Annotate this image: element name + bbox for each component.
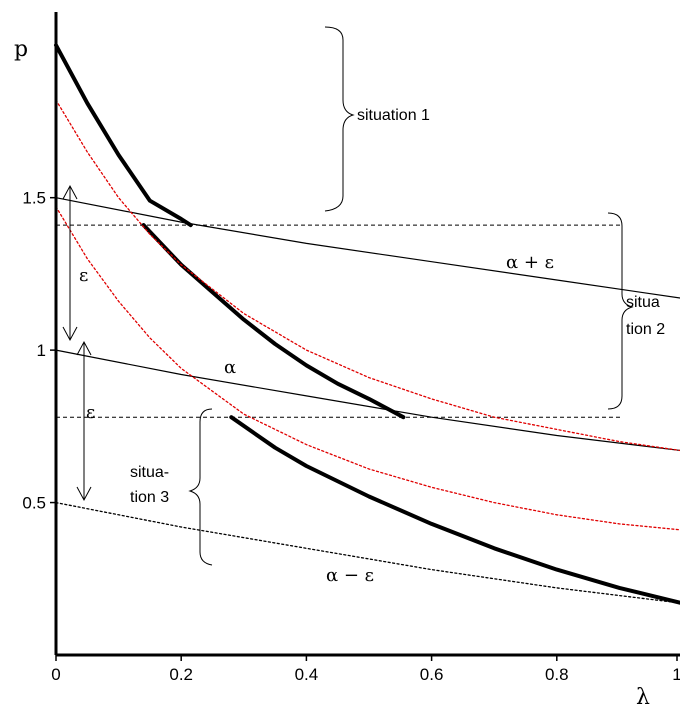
axes bbox=[54, 12, 680, 657]
plot-area bbox=[54, 43, 680, 605]
ticks: 0 0.2 0.4 0.6 0.8 1 0.5 1 1.5 bbox=[22, 189, 680, 684]
label-situation2-line1: situa bbox=[626, 294, 660, 311]
series-red_lower bbox=[55, 206, 680, 531]
eps-lower-arrowhead-top bbox=[76, 340, 92, 356]
label-situation3-line2: tion 3 bbox=[130, 489, 169, 506]
series-alpha bbox=[55, 349, 680, 452]
situation2-brace bbox=[607, 212, 634, 410]
label-situation3-line1: situa- bbox=[130, 464, 169, 481]
series-thick_lower bbox=[229, 415, 680, 605]
series-alpha_plus_eps bbox=[55, 197, 680, 299]
x-axis-title: λ bbox=[636, 685, 650, 709]
x-tick-label: 0 bbox=[51, 665, 60, 684]
epsilon-arrows bbox=[62, 184, 92, 502]
y-tick-label: 1 bbox=[37, 341, 46, 360]
annotations: α + ε α α − ε ε ε situation 1 situa tion… bbox=[79, 107, 665, 586]
y-tick-label: 0.5 bbox=[22, 494, 46, 513]
braces bbox=[188, 26, 634, 566]
series-alpha_minus_eps bbox=[55, 501, 680, 604]
x-tick-label: 1 bbox=[672, 665, 680, 684]
label-eps-upper: ε bbox=[79, 265, 88, 286]
series-thick_middle bbox=[141, 223, 406, 420]
eps-upper-arrowhead-bottom bbox=[62, 326, 78, 342]
label-situation1: situation 1 bbox=[357, 107, 430, 124]
label-alpha-plus-eps: α + ε bbox=[506, 252, 554, 273]
x-tick-label: 0.2 bbox=[169, 665, 193, 684]
label-alpha-minus-eps: α − ε bbox=[326, 565, 374, 586]
label-situation2-line2: tion 2 bbox=[626, 321, 665, 338]
x-tick-label: 0.4 bbox=[295, 665, 319, 684]
label-eps-lower: ε bbox=[86, 402, 95, 423]
y-axis-title: p bbox=[14, 37, 28, 62]
series-thick_upper bbox=[54, 43, 193, 228]
eps-lower-arrowhead-bottom bbox=[76, 486, 92, 502]
situation1-brace bbox=[324, 26, 355, 212]
x-tick-label: 0.6 bbox=[420, 665, 444, 684]
eps-upper-arrowhead-top bbox=[62, 184, 78, 200]
situation3-brace bbox=[188, 408, 213, 566]
x-tick-label: 0.8 bbox=[545, 665, 569, 684]
y-tick-label: 1.5 bbox=[22, 189, 46, 208]
series-red_upper bbox=[55, 99, 680, 452]
label-alpha: α bbox=[224, 357, 236, 378]
